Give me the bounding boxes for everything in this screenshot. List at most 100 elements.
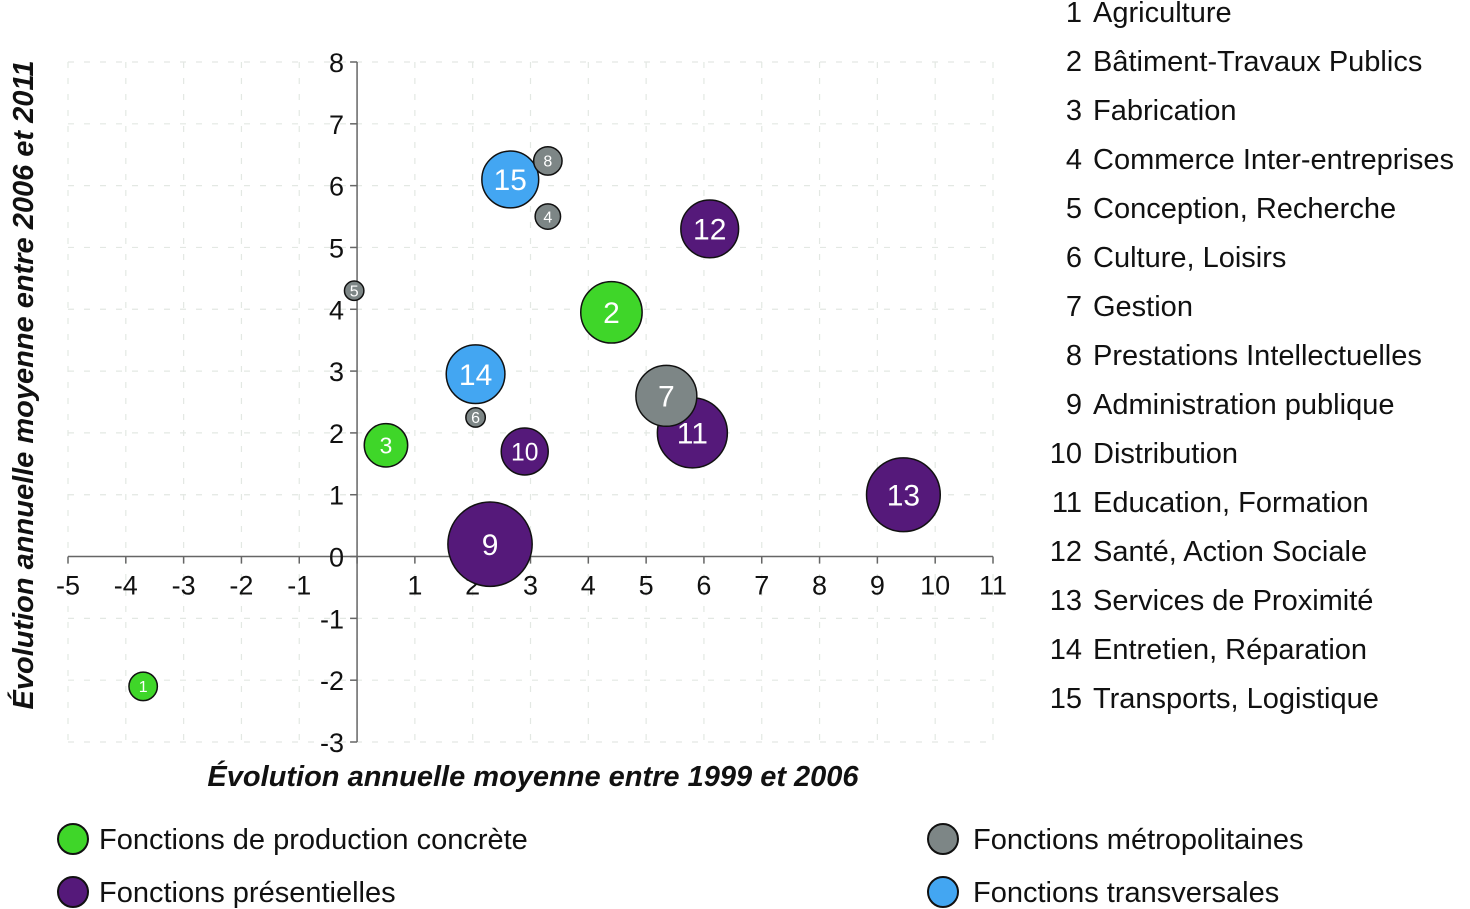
category-name-5: Conception, Recherche <box>1093 193 1396 225</box>
y-tick-label: 8 <box>329 48 344 78</box>
legend-label-metropolitaines: Fonctions métropolitaines <box>973 824 1303 856</box>
category-index-list: 1 Agriculture 2 Bâtiment-Travaux Publics 3 Fa… <box>1050 0 1454 715</box>
legend-marker-metropolitaines <box>927 823 959 855</box>
category-number-4: 4 <box>1066 144 1082 176</box>
legend-label-transversales: Fonctions transversales <box>973 877 1279 909</box>
bubble-8 <box>532 145 563 176</box>
bubble-label-15: 15 <box>494 164 527 197</box>
x-tick-label: 7 <box>754 571 769 601</box>
bubble-14 <box>445 344 506 405</box>
category-name-11: Education, Formation <box>1093 487 1369 519</box>
y-tick-label: 1 <box>329 481 344 511</box>
category-number-13: 13 <box>1050 585 1082 617</box>
category-name-8: Prestations Intellectuelles <box>1093 340 1422 372</box>
category-name-4: Commerce Inter-entreprises <box>1093 144 1454 176</box>
bubble-label-12: 12 <box>693 214 726 247</box>
y-tick-label: -2 <box>320 666 344 696</box>
bubble-label-13: 13 <box>887 480 920 513</box>
x-tick-label: -1 <box>287 571 311 601</box>
category-name-1: Agriculture <box>1093 0 1232 29</box>
legend-marker-production <box>57 823 89 855</box>
category-name-2: Bâtiment-Travaux Publics <box>1093 46 1422 78</box>
x-tick-label: 1 <box>407 571 422 601</box>
category-name-12: Santé, Action Sociale <box>1093 536 1367 568</box>
category-name-7: Gestion <box>1093 291 1193 323</box>
bubble-10 <box>500 427 549 476</box>
bubble-2 <box>579 280 643 344</box>
y-tick-label: -1 <box>320 604 344 634</box>
x-tick-label: 6 <box>696 571 711 601</box>
x-tick-label: 3 <box>523 571 538 601</box>
category-number-10: 10 <box>1050 438 1082 470</box>
x-axis-title: Évolution annuelle moyenne entre 1999 et… <box>207 760 859 793</box>
bubble-label-10: 10 <box>511 439 538 466</box>
bubble-3 <box>363 422 409 468</box>
bubble-5 <box>343 280 365 302</box>
bubble-15 <box>481 150 540 209</box>
bubble-7 <box>635 364 698 428</box>
y-tick-label: 0 <box>329 543 344 573</box>
category-name-15: Transports, Logistique <box>1093 683 1379 715</box>
x-tick-label: 10 <box>920 571 950 601</box>
y-tick-label: -3 <box>320 728 344 758</box>
legend-marker-transversales <box>927 876 959 908</box>
x-tick-label: -2 <box>229 571 253 601</box>
bubble-label-4: 4 <box>543 209 552 226</box>
x-tick-label: 5 <box>639 571 654 601</box>
bubble-4 <box>534 203 562 231</box>
bubble-label-7: 7 <box>658 381 675 414</box>
category-number-9: 9 <box>1066 389 1082 421</box>
bubble-label-8: 8 <box>543 154 552 171</box>
category-name-13: Services de Proximité <box>1093 585 1373 617</box>
legend-label-production: Fonctions de production concrète <box>99 824 528 856</box>
category-number-3: 3 <box>1066 95 1082 127</box>
y-tick-label: 5 <box>329 233 344 263</box>
bubble-label-2: 2 <box>603 297 620 330</box>
x-tick-label: 11 <box>979 571 1007 601</box>
y-tick-label: 2 <box>329 419 344 449</box>
category-number-12: 12 <box>1050 536 1082 568</box>
bubble-13 <box>865 457 942 533</box>
y-tick-label: 6 <box>329 172 344 202</box>
legend-marker-presentielles <box>57 876 89 908</box>
bubble-12 <box>680 199 740 259</box>
x-tick-label: -3 <box>172 571 196 601</box>
category-name-6: Culture, Loisirs <box>1093 242 1286 274</box>
legend: Fonctions de production concrète Fonctio… <box>57 823 1303 909</box>
y-tick-label: 4 <box>329 295 344 325</box>
bubble-label-14: 14 <box>459 359 492 392</box>
category-number-11: 11 <box>1052 487 1082 519</box>
x-tick-label: 4 <box>581 571 596 601</box>
bubble-label-3: 3 <box>380 432 393 458</box>
y-axis-title: Évolution annuelle moyenne entre 2006 et… <box>7 61 40 710</box>
category-number-6: 6 <box>1066 242 1082 274</box>
category-number-14: 14 <box>1050 634 1082 666</box>
x-tick-label: 9 <box>870 571 885 601</box>
bubble-9 <box>447 501 533 588</box>
x-tick-label: -5 <box>56 571 80 601</box>
category-name-3: Fabrication <box>1093 95 1236 127</box>
category-number-8: 8 <box>1066 340 1082 372</box>
bubble-label-6: 6 <box>471 410 480 427</box>
bubble-label-11: 11 <box>677 418 708 451</box>
category-number-5: 5 <box>1066 193 1082 225</box>
category-number-2: 2 <box>1066 46 1082 78</box>
category-number-15: 15 <box>1050 683 1082 715</box>
category-name-9: Administration publique <box>1093 389 1394 421</box>
x-tick-label: -4 <box>114 571 138 601</box>
category-name-14: Entretien, Réparation <box>1093 634 1367 666</box>
x-tick-label: 8 <box>812 571 827 601</box>
category-number-7: 7 <box>1066 291 1082 323</box>
bubble-6 <box>465 406 487 428</box>
category-number-1: 1 <box>1066 0 1082 29</box>
category-name-10: Distribution <box>1093 438 1238 470</box>
legend-label-presentielles: Fonctions présentielles <box>99 877 396 909</box>
bubble-label-5: 5 <box>350 283 359 300</box>
y-tick-label: 7 <box>329 110 344 140</box>
bubble-label-1: 1 <box>139 679 148 696</box>
bubble-1 <box>128 671 159 702</box>
bubble-label-9: 9 <box>482 529 499 562</box>
